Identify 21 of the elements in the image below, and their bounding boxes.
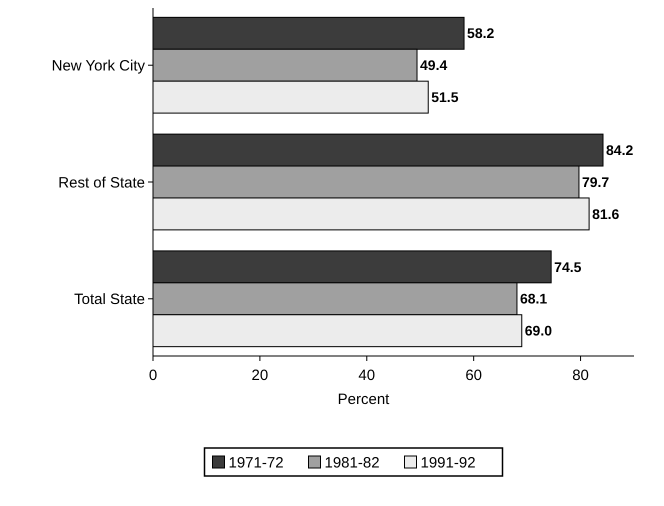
data-label: 81.6 bbox=[592, 206, 620, 222]
y-tick-label: New York City bbox=[52, 57, 146, 74]
data-label: 49.4 bbox=[420, 57, 448, 74]
data-label: 84.2 bbox=[606, 142, 634, 158]
y-tick-label: Total State bbox=[74, 291, 145, 308]
x-tick-label: 80 bbox=[572, 367, 589, 384]
data-label: 68.1 bbox=[520, 290, 548, 307]
x-tick-label: 0 bbox=[148, 367, 158, 384]
data-label: 51.5 bbox=[431, 89, 459, 106]
data-label: 58.2 bbox=[467, 25, 495, 42]
legend-label: 1971-72 bbox=[228, 454, 284, 472]
legend-label: 1981-82 bbox=[324, 454, 380, 472]
y-tick-label: Rest of State bbox=[58, 174, 145, 192]
data-label: 74.5 bbox=[554, 258, 582, 275]
x-tick-label: 40 bbox=[358, 367, 376, 384]
x-tick-label: 20 bbox=[252, 367, 268, 384]
x-axis-title: Percent bbox=[338, 391, 390, 408]
x-tick-label: 60 bbox=[465, 367, 482, 384]
data-label: 79.7 bbox=[582, 174, 610, 190]
legend-label: 1991-92 bbox=[420, 454, 476, 472]
data-label: 69.0 bbox=[524, 322, 552, 339]
